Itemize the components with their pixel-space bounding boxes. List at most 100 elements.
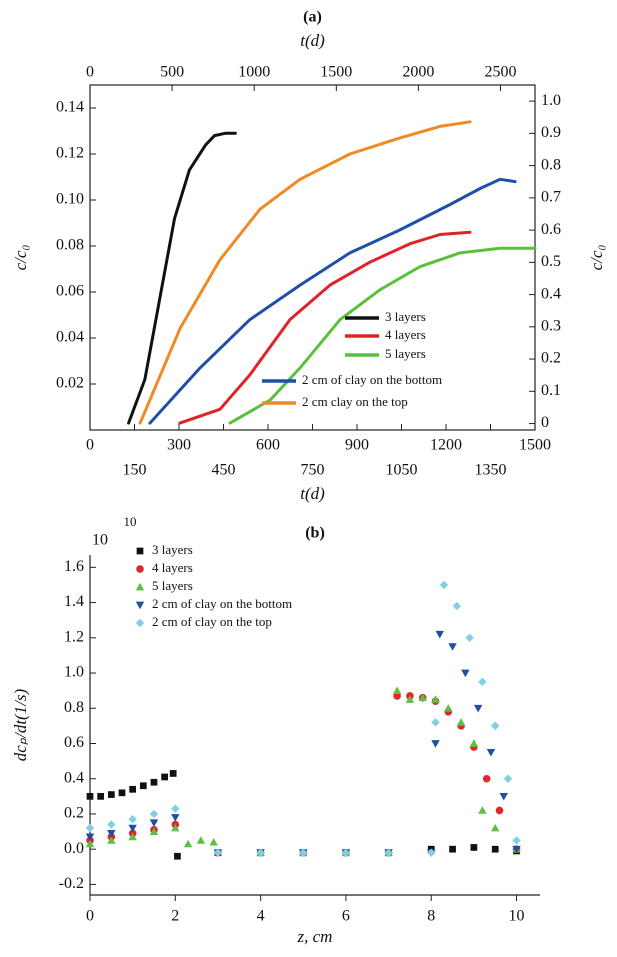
x-tick-label: 8: [427, 908, 435, 925]
x2-tick-label: 2500: [485, 64, 517, 81]
x-tick-label: 0: [86, 908, 94, 925]
y2-tick-label: 0.6: [541, 221, 561, 238]
y-tick-label: 0.8: [64, 699, 84, 716]
y2-tick-label: 0.3: [541, 317, 561, 334]
data-point: [512, 845, 521, 854]
data-point: [150, 778, 158, 786]
y-tick-label: 0.14: [56, 99, 84, 116]
x-tick-label: 6: [342, 908, 350, 925]
data-point: [427, 848, 436, 857]
data-point: [169, 770, 177, 777]
data-point: [495, 806, 504, 815]
y2-tick-label: 1.0: [541, 92, 561, 109]
data-point: [456, 718, 466, 726]
data-point: [461, 669, 470, 678]
data-point: [444, 704, 453, 712]
data-point: [470, 844, 478, 851]
data-point: [491, 845, 499, 853]
y2-tick-label: 0.2: [541, 350, 561, 367]
legend-marker: [135, 618, 145, 628]
y-multiplier-exponent: 10: [124, 514, 137, 529]
data-point: [469, 739, 479, 747]
data-point: [139, 782, 147, 790]
data-point: [431, 740, 440, 748]
data-point: [299, 848, 308, 857]
data-point: [431, 718, 440, 727]
x-tick-label: 150: [123, 462, 147, 479]
y-axis-label: dcₚ/dt(1/s): [11, 688, 30, 761]
data-point: [86, 792, 94, 800]
y-tick-label: 0.08: [56, 237, 84, 254]
x-tick-label: 10: [509, 908, 525, 925]
data-point: [491, 823, 500, 832]
x-tick-label: 600: [256, 437, 280, 454]
data-point: [512, 836, 521, 845]
x2-tick-label: 1000: [238, 64, 270, 81]
y-tick-label: 0.2: [64, 805, 84, 822]
x-tick-label: 0: [86, 437, 94, 454]
y-axis-label: c/c₀: [11, 245, 30, 271]
y2-tick-label: 0.5: [541, 253, 561, 270]
y-tick-label: 1.0: [64, 664, 84, 681]
y-tick-label: 0.4: [64, 769, 84, 786]
data-point: [149, 809, 159, 819]
legend-label: 4 layers: [152, 560, 193, 575]
x2-tick-label: 0: [86, 64, 94, 81]
y2-tick-label: 0.1: [541, 382, 561, 399]
data-point: [384, 848, 393, 857]
data-point: [499, 792, 508, 801]
legend-label: 4 layers: [385, 327, 426, 342]
x2-tick-label: 500: [160, 64, 184, 81]
data-point: [107, 836, 116, 844]
data-point: [439, 580, 449, 590]
data-point: [85, 839, 95, 848]
data-point: [85, 833, 95, 842]
x2-axis-label: t(d): [300, 31, 325, 50]
x2-tick-label: 1500: [320, 64, 352, 81]
x-tick-label: 4: [257, 908, 265, 925]
series-line: [127, 131, 237, 425]
y-tick-label: -0.2: [59, 875, 84, 892]
y-tick-label: 1.2: [64, 628, 84, 645]
data-point: [171, 823, 180, 832]
y-tick-label: 1.4: [64, 593, 84, 610]
data-point: [171, 814, 180, 822]
legend-label: 5 layers: [385, 346, 426, 361]
data-point: [491, 721, 500, 731]
legend-label: 3 layers: [152, 542, 193, 557]
y-tick-label: 0.10: [56, 191, 84, 208]
y-tick-label: 0.04: [56, 329, 84, 346]
data-point: [196, 836, 206, 844]
x-tick-label: 750: [301, 462, 325, 479]
data-point: [118, 789, 126, 797]
data-point: [213, 848, 223, 857]
data-point: [393, 692, 401, 700]
data-point: [405, 695, 415, 703]
legend-label: 5 layers: [152, 578, 193, 593]
legend-marker: [135, 582, 145, 591]
data-point: [465, 633, 474, 642]
legend-label: 2 cm of clay on the bottom: [302, 372, 442, 387]
data-point: [161, 773, 169, 781]
legend-label: 3 layers: [385, 309, 426, 324]
x-tick-label: 900: [345, 437, 369, 454]
data-point: [503, 774, 513, 783]
data-point: [149, 827, 159, 835]
data-point: [128, 832, 137, 841]
data-point: [486, 748, 496, 757]
chart-title: (a): [303, 9, 322, 26]
data-point: [107, 820, 116, 829]
series-line: [138, 120, 472, 425]
data-point: [129, 785, 137, 793]
legend-marker: [136, 547, 144, 555]
data-point: [174, 852, 181, 860]
data-point: [256, 848, 265, 857]
data-point: [431, 695, 440, 703]
x-tick-label: 450: [212, 462, 236, 479]
data-point: [478, 677, 487, 687]
data-point: [482, 774, 491, 783]
y-tick-label: 0.12: [56, 145, 84, 162]
chart-title: (b): [305, 525, 325, 542]
